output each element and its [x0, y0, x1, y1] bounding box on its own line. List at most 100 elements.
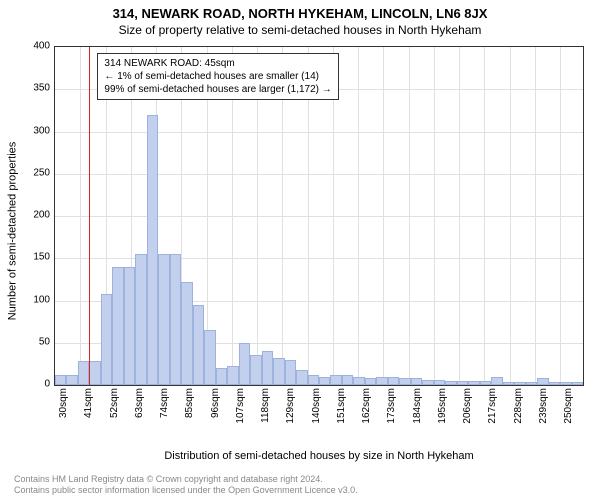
- histogram-bar: [112, 267, 123, 385]
- chart-container: 314, NEWARK ROAD, NORTH HYKEHAM, LINCOLN…: [0, 0, 600, 500]
- y-tick-label: 100: [20, 294, 50, 305]
- x-tick-label: 239sqm: [538, 388, 549, 424]
- footer-text: Contains HM Land Registry data © Crown c…: [14, 474, 358, 496]
- histogram-bar: [342, 375, 353, 385]
- histogram-bar: [365, 378, 376, 385]
- histogram-bar: [353, 377, 364, 385]
- gridline-h: [55, 258, 583, 259]
- histogram-bar: [308, 375, 319, 385]
- gridline-v: [560, 47, 561, 385]
- gridline-v: [383, 47, 384, 385]
- histogram-bar: [457, 381, 468, 385]
- x-tick-label: 184sqm: [412, 388, 423, 424]
- gridline-v: [434, 47, 435, 385]
- histogram-bar: [491, 377, 502, 385]
- histogram-bar: [124, 267, 135, 385]
- x-tick-label: 162sqm: [361, 388, 372, 424]
- x-tick-label: 129sqm: [285, 388, 296, 424]
- histogram-bar: [503, 382, 514, 385]
- gridline-v: [80, 47, 81, 385]
- y-tick-label: 150: [20, 252, 50, 263]
- x-tick-label: 74sqm: [159, 388, 170, 418]
- gridline-v: [409, 47, 410, 385]
- reference-line: [89, 47, 90, 385]
- histogram-bar: [170, 254, 181, 385]
- histogram-bar: [227, 366, 238, 385]
- x-axis-label: Distribution of semi-detached houses by …: [54, 450, 584, 462]
- histogram-bar: [422, 380, 433, 385]
- x-tick-label: 118sqm: [260, 388, 271, 423]
- y-tick-label: 200: [20, 210, 50, 221]
- annotation-line: 99% of semi-detached houses are larger (…: [104, 84, 331, 95]
- histogram-bar: [537, 378, 548, 385]
- x-tick-label: 173sqm: [386, 388, 397, 424]
- x-tick-label: 96sqm: [210, 388, 221, 418]
- x-tick-label: 85sqm: [184, 388, 195, 418]
- histogram-bar: [376, 377, 387, 385]
- histogram-bar: [445, 381, 456, 385]
- x-tick-label: 228sqm: [513, 388, 524, 424]
- histogram-bar: [480, 381, 491, 385]
- page-title: 314, NEWARK ROAD, NORTH HYKEHAM, LINCOLN…: [0, 0, 600, 21]
- gridline-v: [484, 47, 485, 385]
- histogram-bar: [388, 377, 399, 385]
- annotation-line: 314 NEWARK ROAD: 45sqm: [104, 58, 234, 69]
- x-tick-label: 107sqm: [235, 388, 246, 424]
- x-tick-label: 41sqm: [83, 388, 94, 418]
- histogram-bar: [101, 294, 112, 385]
- y-tick-label: 0: [20, 379, 50, 390]
- gridline-v: [459, 47, 460, 385]
- x-tick-label: 206sqm: [462, 388, 473, 424]
- annotation-line: ← 1% of semi-detached houses are smaller…: [104, 71, 319, 82]
- histogram-bar: [399, 378, 410, 385]
- histogram-bar: [549, 382, 560, 385]
- gridline-h: [55, 216, 583, 217]
- y-tick-label: 300: [20, 125, 50, 136]
- x-tick-label: 30sqm: [58, 388, 69, 418]
- histogram-bar: [411, 378, 422, 385]
- histogram-bar: [262, 351, 273, 385]
- y-tick-label: 250: [20, 167, 50, 178]
- histogram-bar: [204, 330, 215, 385]
- x-tick-label: 140sqm: [311, 388, 322, 424]
- histogram-bar: [572, 382, 583, 385]
- histogram-bar: [193, 305, 204, 385]
- histogram-bar: [273, 358, 284, 385]
- histogram-bar: [239, 343, 250, 385]
- histogram-bar: [147, 115, 158, 385]
- histogram-bar: [296, 370, 307, 385]
- plot-area: 314 NEWARK ROAD: 45sqm ← 1% of semi-detac…: [54, 46, 584, 386]
- histogram-bar: [135, 254, 146, 385]
- annotation-box: 314 NEWARK ROAD: 45sqm ← 1% of semi-detac…: [97, 53, 338, 100]
- y-tick-label: 350: [20, 83, 50, 94]
- gridline-v: [358, 47, 359, 385]
- histogram-bar: [216, 368, 227, 385]
- histogram-bar: [158, 254, 169, 385]
- gridline-v: [535, 47, 536, 385]
- histogram-bar: [319, 377, 330, 385]
- histogram-bar: [560, 382, 571, 385]
- histogram-bar: [285, 360, 296, 385]
- gridline-h: [55, 174, 583, 175]
- x-tick-label: 52sqm: [109, 388, 120, 418]
- x-tick-label: 195sqm: [437, 388, 448, 424]
- x-tick-label: 151sqm: [336, 388, 347, 424]
- histogram-bar: [55, 375, 66, 385]
- x-tick-label: 217sqm: [487, 388, 498, 424]
- histogram-bar: [250, 355, 261, 385]
- plot-wrap: 314 NEWARK ROAD: 45sqm ← 1% of semi-detac…: [54, 46, 584, 416]
- gridline-v: [510, 47, 511, 385]
- y-tick-label: 50: [20, 336, 50, 347]
- x-tick-label: 63sqm: [134, 388, 145, 418]
- histogram-bar: [330, 375, 341, 385]
- histogram-bar: [434, 380, 445, 385]
- histogram-bar: [468, 381, 479, 385]
- y-axis-label: Number of semi-detached properties: [4, 46, 20, 416]
- histogram-bar: [181, 282, 192, 385]
- histogram-bar: [89, 361, 100, 385]
- histogram-bar: [78, 361, 89, 385]
- histogram-bar: [514, 382, 525, 385]
- x-tick-label: 250sqm: [563, 388, 574, 424]
- histogram-bar: [526, 382, 537, 385]
- y-tick-label: 400: [20, 41, 50, 52]
